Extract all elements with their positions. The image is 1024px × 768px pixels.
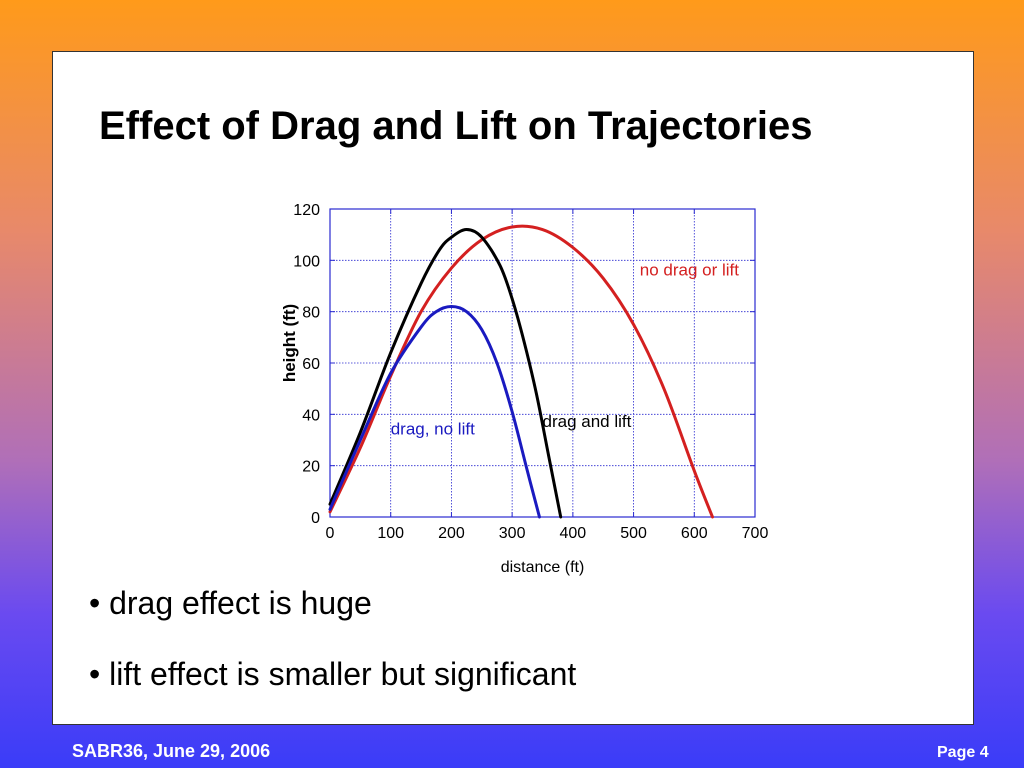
slide-title: Effect of Drag and Lift on Trajectories <box>99 104 813 148</box>
x-tick-label: 300 <box>499 525 526 542</box>
x-tick-label: 500 <box>620 525 647 542</box>
footer-event-date: SABR36, June 29, 2006 <box>72 741 271 761</box>
x-tick-label: 400 <box>560 525 587 542</box>
x-tick-label: 700 <box>742 525 769 542</box>
x-tick-label: 0 <box>326 525 335 542</box>
x-axis-label: distance (ft) <box>501 559 585 576</box>
x-tick-label: 600 <box>681 525 708 542</box>
drag-no-lift-curve <box>328 305 541 519</box>
y-tick-label: 120 <box>293 202 320 219</box>
x-tick-label: 100 <box>377 525 404 542</box>
drag-and-lift-curve <box>328 228 563 519</box>
y-tick-label: 80 <box>302 305 320 322</box>
footer-page-number: Page 4 <box>937 744 989 761</box>
trajectory-chart: 0 100 200 300 400 500 600 700 0 20 40 60 80 100 120 dis… <box>281 202 769 576</box>
bullet-drag-effect: • drag effect is huge <box>89 585 372 621</box>
drag-and-lift-label: drag and lift <box>543 412 632 431</box>
y-tick-label: 100 <box>293 253 320 270</box>
y-axis-label: height (ft) <box>281 304 299 382</box>
no-drag-or-lift-label: no drag or lift <box>640 261 739 280</box>
y-tick-label: 20 <box>302 459 320 476</box>
y-tick-label: 0 <box>311 510 320 527</box>
drag-no-lift-label: drag, no lift <box>391 420 475 439</box>
y-tick-label: 60 <box>302 356 320 373</box>
y-tick-label: 40 <box>302 407 320 424</box>
bullet-lift-effect: • lift effect is smaller but significant <box>89 656 577 692</box>
slide-panel: Effect of Drag and Lift on Trajectories … <box>52 51 974 725</box>
x-tick-label: 200 <box>438 525 465 542</box>
